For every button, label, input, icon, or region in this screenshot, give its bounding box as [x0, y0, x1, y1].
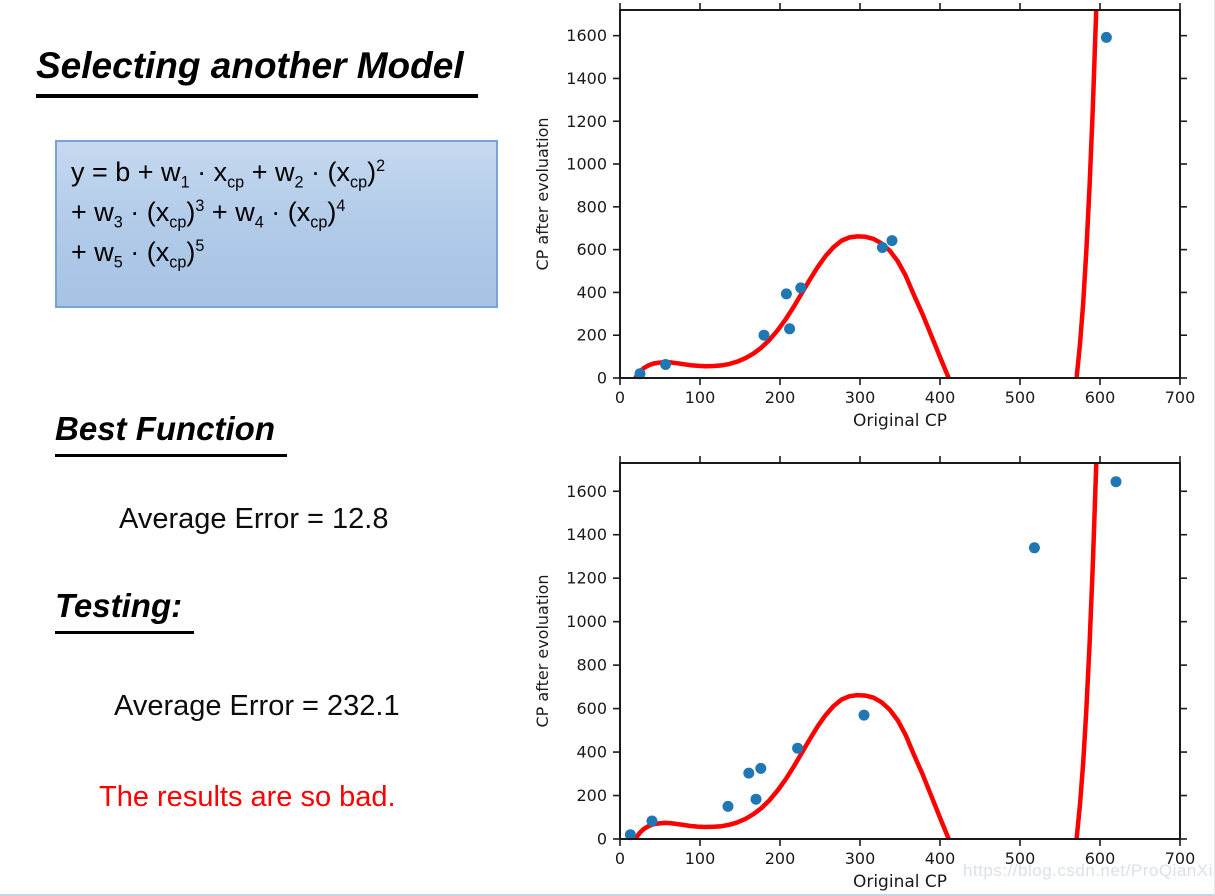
svg-text:200: 200 — [576, 326, 607, 345]
svg-text:400: 400 — [925, 849, 956, 868]
testing-heading: Testing: — [55, 585, 195, 635]
testing-average-error: Average Error = 232.1 — [114, 690, 400, 722]
svg-text:1400: 1400 — [566, 69, 607, 88]
svg-text:1600: 1600 — [566, 26, 607, 45]
svg-text:0: 0 — [615, 388, 625, 407]
svg-text:300: 300 — [845, 849, 876, 868]
conclusion-text: The results are so bad. — [99, 781, 396, 813]
svg-text:600: 600 — [1085, 849, 1116, 868]
svg-text:1200: 1200 — [566, 112, 607, 131]
svg-text:1000: 1000 — [566, 612, 607, 631]
svg-text:0: 0 — [597, 369, 607, 388]
svg-text:400: 400 — [576, 743, 607, 762]
svg-text:400: 400 — [925, 388, 956, 407]
svg-text:1600: 1600 — [566, 482, 607, 501]
testing-chart: 0 100 200 300 400 500 600 700 0 200 400 600 800 1000 1… — [533, 456, 1196, 892]
svg-text:700: 700 — [1165, 849, 1196, 868]
training-average-error: Average Error = 12.8 — [119, 503, 389, 535]
page-title: Selecting another Model — [36, 42, 478, 99]
svg-text:400: 400 — [576, 283, 607, 302]
svg-text:600: 600 — [576, 699, 607, 718]
svg-text:200: 200 — [576, 786, 607, 805]
svg-text:800: 800 — [576, 656, 607, 675]
svg-text:1000: 1000 — [566, 155, 607, 174]
svg-text:CP after evoluation: CP after evoluation — [533, 575, 552, 728]
svg-text:CP after evoluation: CP after evoluation — [533, 118, 552, 271]
svg-text:1200: 1200 — [566, 569, 607, 588]
training-chart: 0 100 200 300 400 500 600 700 0 200 400 600 800 1000 1… — [533, 3, 1196, 431]
svg-text:600: 600 — [576, 240, 607, 259]
svg-text:200: 200 — [765, 849, 796, 868]
svg-text:200: 200 — [765, 388, 796, 407]
svg-text:0: 0 — [615, 849, 625, 868]
svg-text:1400: 1400 — [566, 525, 607, 544]
formula-line: + w3 · (xcp)3 + w4 · (xcp)4 — [71, 196, 346, 232]
svg-text:100: 100 — [685, 388, 716, 407]
svg-text:Original CP: Original CP — [853, 411, 947, 431]
formula-line: + w5 · (xcp)5 — [71, 236, 205, 271]
svg-text:800: 800 — [576, 197, 607, 216]
svg-text:100: 100 — [685, 849, 716, 868]
svg-text:500: 500 — [1005, 388, 1036, 407]
model-formula-box: y = b + w1 · xcp + w2 · (xcp)2 + w3 · (xc… — [55, 140, 498, 308]
svg-text:0: 0 — [597, 830, 607, 849]
svg-text:Original CP: Original CP — [853, 872, 947, 892]
svg-text:700: 700 — [1165, 388, 1196, 407]
svg-text:300: 300 — [845, 388, 876, 407]
best-function-heading: Best Function — [55, 408, 287, 458]
formula-line: y = b + w1 · xcp + w2 · (xcp)2 — [71, 157, 386, 192]
svg-text:500: 500 — [1005, 849, 1036, 868]
svg-text:600: 600 — [1085, 388, 1116, 407]
watermark-text: https://blog.csdn.net/ProQianXiao — [963, 861, 1215, 880]
